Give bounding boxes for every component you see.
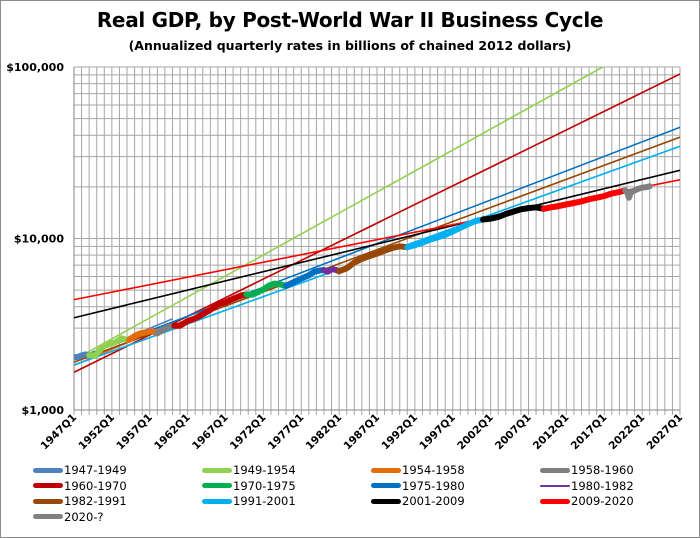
- x-tick-label: 1967Q1: [190, 412, 231, 453]
- series-2009-2020: [540, 187, 629, 212]
- legend-label: 2001-2009: [402, 494, 465, 508]
- series-1991-2001: [404, 216, 487, 251]
- x-tick-label: 1992Q1: [379, 412, 420, 453]
- legend-swatch: [540, 467, 570, 473]
- chart-subtitle: (Annualized quarterly rates in billions …: [128, 38, 572, 53]
- legend-item: 1980-1982: [540, 479, 634, 493]
- y-axis-labels: $100,000 $10,000 $1,000: [6, 61, 64, 417]
- legend-item: 1970-1975: [202, 479, 296, 493]
- legend-swatch: [33, 498, 63, 504]
- x-tick-label: 1947Q1: [38, 412, 79, 453]
- legend-item: 1975-1980: [371, 479, 465, 493]
- legend-swatch: [540, 484, 570, 487]
- legend-swatch: [202, 467, 232, 473]
- x-tick-label: 2012Q1: [531, 412, 572, 453]
- x-tick-label: 1957Q1: [114, 412, 155, 453]
- legend-label: 1980-1982: [571, 478, 634, 493]
- x-tick-label: 2017Q1: [569, 412, 610, 453]
- series-1975-1980: [283, 267, 327, 289]
- series-1970-1975: [243, 280, 290, 298]
- legend-swatch: [202, 483, 232, 488]
- x-tick-label: 1952Q1: [76, 412, 117, 453]
- x-tick-label: 2002Q1: [455, 412, 496, 453]
- legend-item: 2001-2009: [371, 494, 465, 508]
- legend-item: 1960-1970: [33, 479, 127, 493]
- trend-line-1960-1970: [74, 73, 680, 373]
- x-tick-label: 1982Q1: [304, 412, 345, 453]
- legend-swatch: [371, 483, 401, 488]
- trend-line-1949-1954: [74, 67, 604, 361]
- legend-label: 2020-?: [64, 509, 104, 524]
- legend-swatch: [33, 514, 63, 519]
- series-1949-1954: [86, 335, 132, 359]
- x-axis-labels: 1947Q11952Q11957Q11962Q11967Q11972Q11977…: [38, 412, 685, 453]
- axes: [73, 67, 680, 411]
- legend-label: 1949-1954: [233, 463, 296, 477]
- legend-item: 1958-1960: [540, 463, 634, 477]
- gridlines: [73, 66, 681, 415]
- legend-swatch: [33, 483, 63, 488]
- x-tick-label: 1972Q1: [228, 412, 269, 453]
- y-tick-label: $10,000: [14, 233, 64, 246]
- legend-label: 1991-2001: [233, 494, 296, 508]
- legend-item: 1982-1991: [33, 494, 127, 508]
- legend-label: 1958-1960: [571, 463, 634, 477]
- legend-swatch: [33, 467, 63, 473]
- series-1954-1958: [125, 328, 161, 343]
- legend-item: 1991-2001: [202, 494, 296, 508]
- legend-label: 1982-1991: [64, 494, 127, 508]
- legend-item: 1947-1949: [33, 463, 127, 477]
- x-tick-label: 2027Q1: [644, 412, 685, 453]
- series-1960-1970: [171, 291, 250, 329]
- x-tick-label: 1987Q1: [341, 412, 382, 453]
- series-2020-: [622, 183, 653, 201]
- legend-swatch: [371, 498, 401, 504]
- series-2001-2009: [480, 204, 547, 223]
- series-1982-1991: [336, 243, 411, 275]
- legend-label: 1947-1949: [64, 463, 127, 477]
- legend-label: 1960-1970: [64, 478, 127, 493]
- legend-swatch: [540, 498, 570, 504]
- x-tick-label: 2022Q1: [607, 412, 648, 453]
- legend-swatch: [371, 467, 401, 473]
- legend-label: 1975-1980: [402, 478, 465, 493]
- x-tick-label: 2007Q1: [493, 412, 534, 453]
- actual-gdp-series: [74, 183, 653, 361]
- legend-label: 1970-1975: [233, 478, 296, 493]
- chart-title: Real GDP, by Post-World War II Business …: [96, 8, 604, 32]
- legend-item: 1949-1954: [202, 463, 296, 477]
- legend-item: 2009-2020: [540, 494, 634, 508]
- x-tick-label: 1977Q1: [266, 412, 307, 453]
- x-tick-label: 1962Q1: [152, 412, 193, 453]
- legend-label: 1954-1958: [402, 463, 465, 477]
- y-tick-label: $1,000: [22, 404, 65, 417]
- y-tick-label: $100,000: [6, 61, 64, 74]
- legend-swatch: [202, 498, 232, 504]
- legend-item: 1954-1958: [371, 463, 465, 477]
- legend-item: 2020-?: [33, 510, 104, 524]
- trend-line-2001-2009: [74, 169, 680, 319]
- legend-label: 2009-2020: [571, 494, 634, 508]
- x-tick-label: 1997Q1: [417, 412, 458, 453]
